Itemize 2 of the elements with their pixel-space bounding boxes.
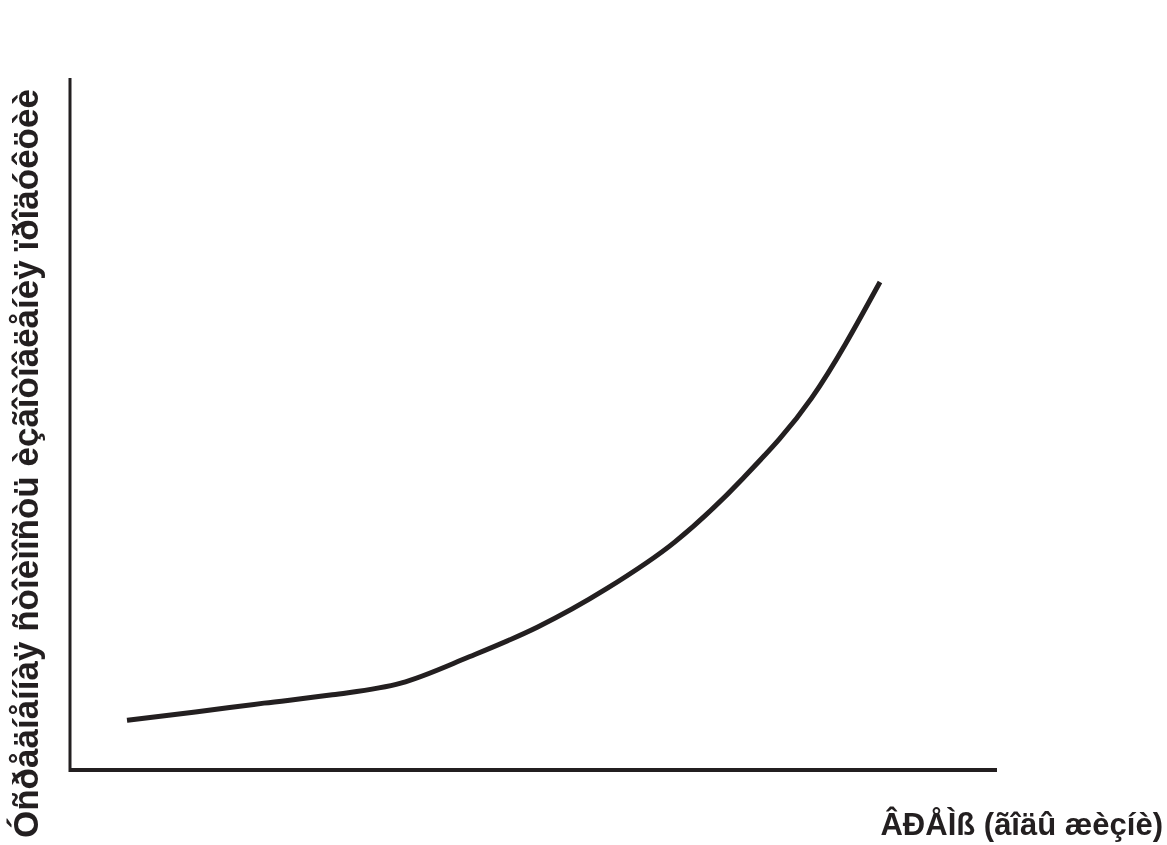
x-axis-title: ÂÐÅÌß (ãîäû æèçíè) [880,806,1163,842]
y-axis-title: Óñðåäíåííàÿ ñòîèìîñòü èçãîòîâëåíèÿ ïðîäóêöèè [6,89,45,838]
